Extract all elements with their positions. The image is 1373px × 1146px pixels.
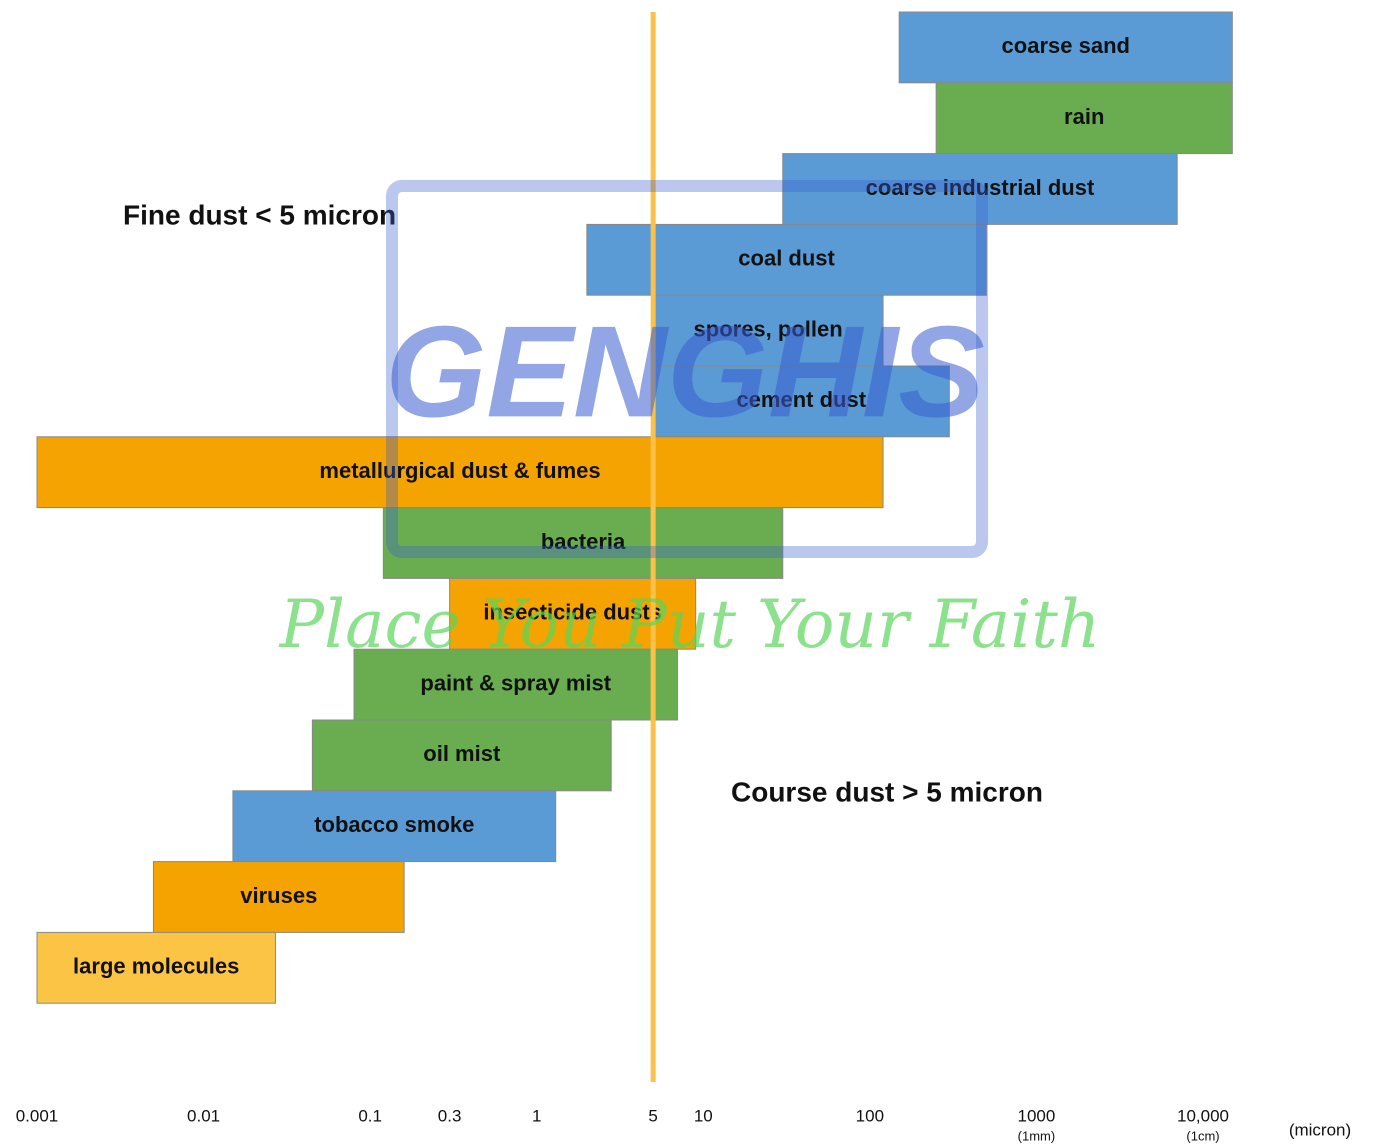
watermark: Place You Put Your Faith: [279, 586, 1101, 663]
bar: [353, 648, 678, 721]
bar-label: rain: [1064, 104, 1104, 129]
bar: [382, 507, 784, 579]
bar-label: metallurgical dust & fumes: [319, 458, 600, 483]
bar-label: cement dust: [736, 387, 866, 412]
bar: [782, 153, 1178, 225]
bar-label: bacteria: [541, 529, 626, 554]
x-tick-label: 1000: [1018, 1106, 1056, 1125]
x-tick-label: 0.01: [187, 1106, 220, 1125]
bar: [36, 931, 276, 1004]
x-tick-label: 0.3: [438, 1106, 462, 1125]
tick-note: (1mm): [1018, 1128, 1056, 1143]
bar: [652, 365, 950, 438]
x-tick-label: 100: [856, 1106, 884, 1125]
bar-label: oil mist: [423, 741, 501, 766]
x-tick-label: 10: [694, 1106, 713, 1125]
bar-label: spores, pollen: [694, 316, 843, 341]
bar-label: insecticide dusts: [483, 600, 662, 625]
bar-label: coarse sand: [1002, 33, 1130, 58]
bar-label: coarse industrial dust: [866, 175, 1095, 200]
x-axis-unit: (micron): [1289, 1120, 1351, 1139]
x-tick-label: 5: [648, 1106, 657, 1125]
tick-note: (1cm): [1186, 1128, 1219, 1143]
watermark: GENGHIS: [385, 298, 985, 444]
bar: [36, 436, 884, 509]
bar-label: viruses: [240, 883, 317, 908]
annotation: Course dust > 5 micron: [731, 776, 1043, 807]
bar: [935, 82, 1233, 155]
bar-label: large molecules: [73, 954, 239, 979]
watermark-frame: [386, 180, 988, 558]
bar-label: paint & spray mist: [420, 670, 611, 695]
bar-label: coal dust: [738, 246, 835, 271]
bar: [152, 861, 405, 933]
bar-label: tobacco smoke: [314, 812, 474, 837]
x-tick-label: 0.001: [16, 1106, 59, 1125]
x-tick-label: 1: [532, 1106, 541, 1125]
x-tick-label: 0.1: [358, 1106, 382, 1125]
x-tick-label: 10,000: [1177, 1106, 1229, 1125]
bar: [311, 719, 612, 792]
bar: [232, 790, 557, 863]
bar: [898, 11, 1233, 84]
annotation: Fine dust < 5 micron: [123, 199, 396, 230]
